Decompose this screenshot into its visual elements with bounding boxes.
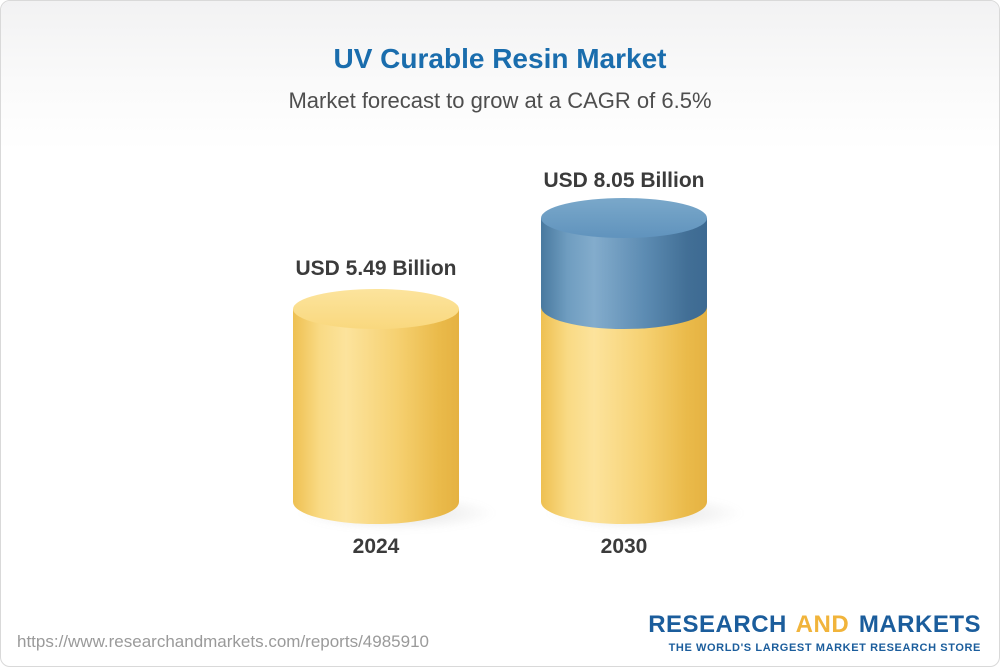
bar-2030-top-cap: [541, 198, 707, 238]
logo-word-markets: MARKETS: [858, 611, 981, 638]
logo-word-and: AND: [795, 611, 850, 638]
bar-2024-body: [293, 309, 459, 524]
report-url: https://www.researchandmarkets.com/repor…: [17, 632, 429, 651]
bar-2024-cylinder: [293, 289, 501, 532]
bar-2024-top-cap: [293, 289, 459, 329]
value-label-2030: USD 8.05 Billion: [543, 169, 705, 192]
bar-2030-cylinder: [541, 198, 749, 532]
subtitle: Market forecast to grow at a CAGR of 6.5…: [288, 88, 712, 113]
value-label-2024: USD 5.49 Billion: [295, 257, 457, 280]
research-and-markets-logo: RESEARCH AND MARKETS THE WORLD'S LARGEST…: [648, 611, 981, 654]
header-background: [1, 1, 999, 151]
logo-tagline: THE WORLD'S LARGEST MARKET RESEARCH STOR…: [668, 642, 981, 654]
logo-word-research: RESEARCH: [648, 611, 787, 638]
x-axis-label-2024: 2024: [352, 535, 400, 558]
logo-wordmark: RESEARCH AND MARKETS: [648, 611, 981, 639]
page-title: UV Curable Resin Market: [333, 43, 667, 74]
x-axis-label-2030: 2030: [600, 535, 648, 558]
